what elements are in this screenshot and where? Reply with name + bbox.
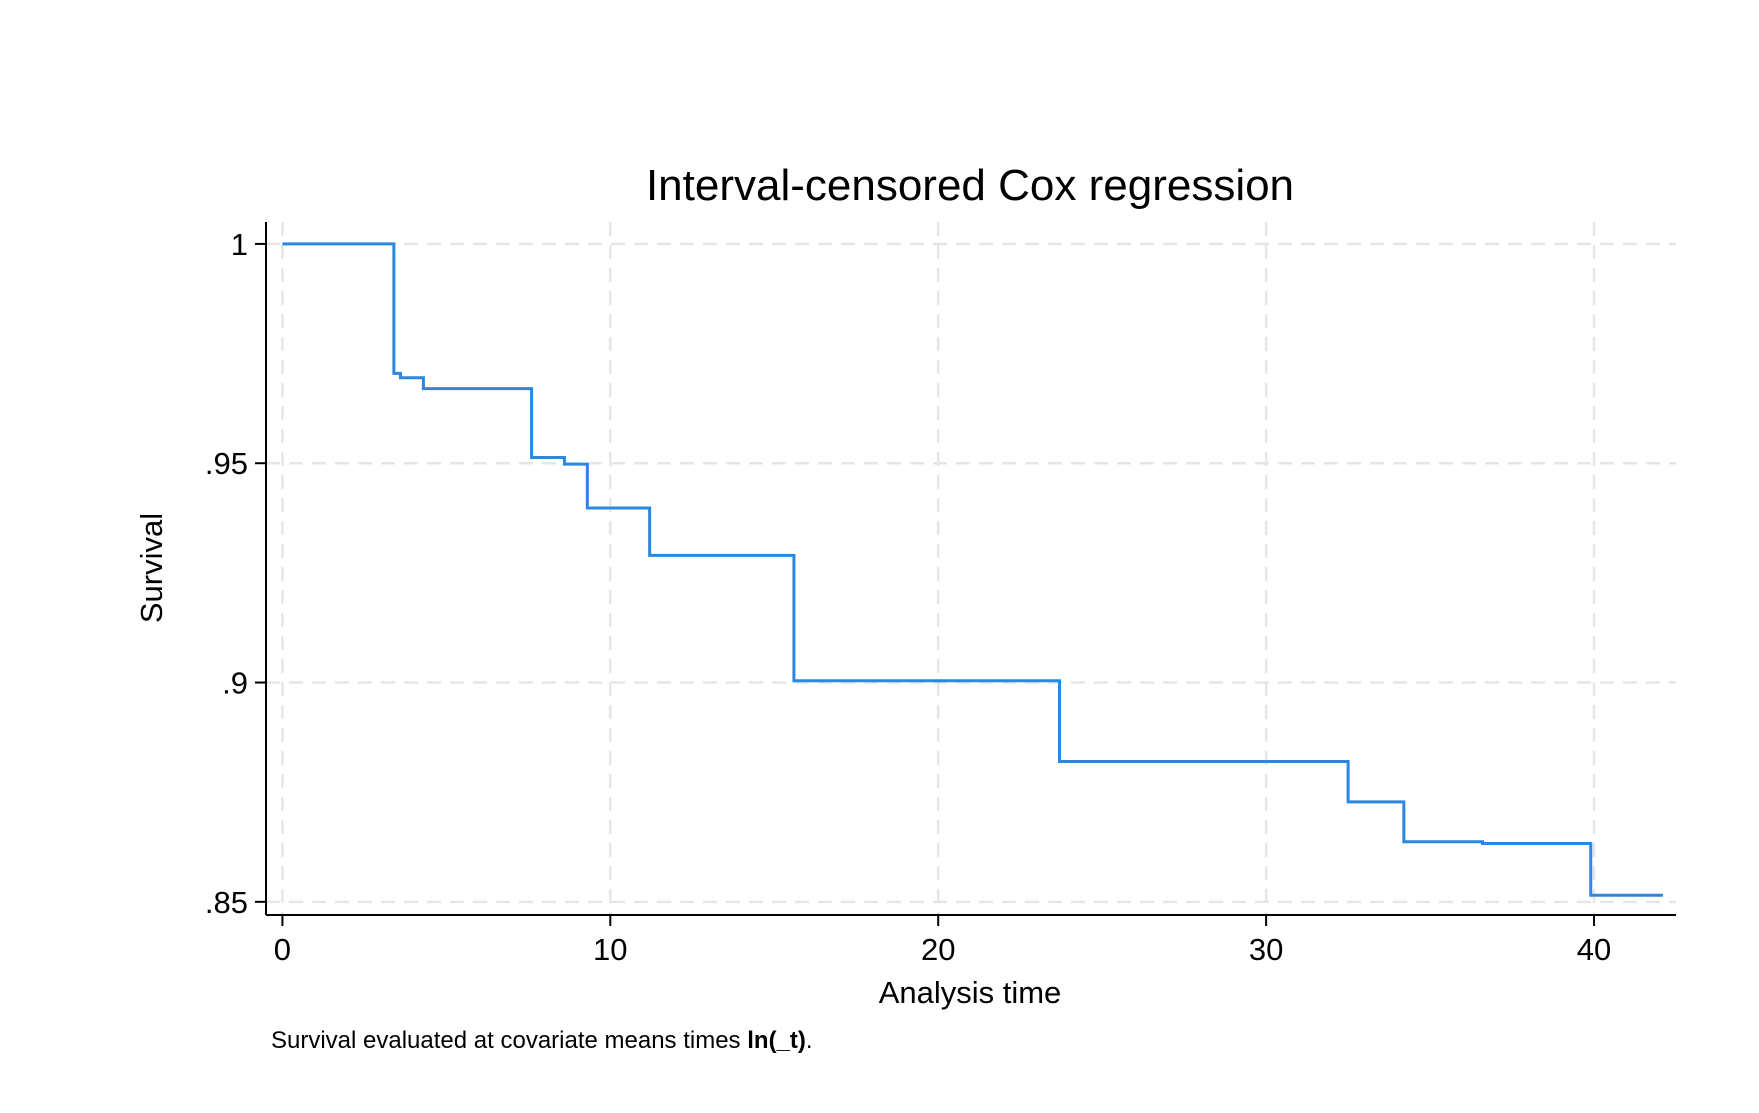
note-prefix: Survival evaluated at covariate means ti… bbox=[271, 1027, 747, 1054]
x-axis-label: Analysis time bbox=[879, 975, 1062, 1010]
x-tick-label-4: 40 bbox=[1577, 932, 1611, 967]
chart-title: Interval-censored Cox regression bbox=[646, 161, 1294, 210]
note-bold: ln(_t) bbox=[747, 1027, 806, 1054]
chart-note: Survival evaluated at covariate means ti… bbox=[271, 1027, 813, 1054]
grid-layer bbox=[266, 222, 1676, 915]
x-tick-label-1: 10 bbox=[593, 932, 627, 967]
y-tick-label-3: 1 bbox=[231, 227, 248, 262]
y-tick-label-0: .85 bbox=[205, 885, 248, 920]
x-tick-label-2: 20 bbox=[921, 932, 955, 967]
x-tick-label-0: 0 bbox=[274, 932, 291, 967]
note-suffix: . bbox=[806, 1027, 813, 1054]
series-layer bbox=[282, 242, 1663, 897]
y-tick-label-2: .95 bbox=[205, 446, 248, 481]
y-tick-label-1: .9 bbox=[222, 666, 248, 701]
survival-step-line-0 bbox=[282, 242, 1663, 897]
y-axis-label: Survival bbox=[134, 513, 169, 623]
x-tick-label-3: 30 bbox=[1249, 932, 1283, 967]
